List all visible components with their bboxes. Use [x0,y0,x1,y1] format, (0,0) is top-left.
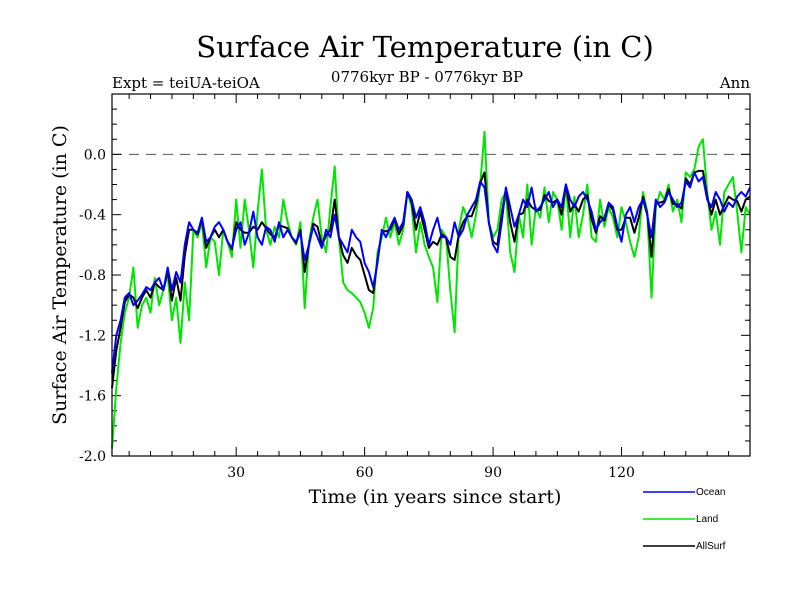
y-tick-label: -2.0 [79,449,106,465]
experiment-label: Expt = teiUA-teiOA [112,74,260,92]
legend: Ocean Land AllSurf [643,487,726,552]
season-label: Ann [719,74,750,92]
y-tick-label: -1.2 [79,328,106,344]
legend-label-ocean: Ocean [696,487,725,498]
y-axis-label: Surface Air Temperature (in C) [49,125,71,425]
x-tick-label: 90 [484,465,502,481]
y-tick-label: -1.6 [79,389,106,405]
y-tick-label: -0.8 [79,268,106,284]
y-tick-label: 0.0 [84,147,106,163]
x-tick-label: 30 [227,465,245,481]
legend-label-allsurf: AllSurf [696,541,726,552]
series-line-allsurf [111,169,751,389]
legend-label-land: Land [696,514,718,525]
x-axis-label: Time (in years since start) [309,486,562,508]
x-tick-label: 60 [356,465,374,481]
axis-ticks [112,93,750,457]
x-tick-label: 120 [608,465,635,481]
series-line-land [111,130,751,449]
y-tick-label: -0.4 [79,208,106,224]
tick-labels: -2.0 -1.6 -1.2 -0.8 -0.4 0.0 30 60 90 120 [79,147,635,481]
chart-title: Surface Air Temperature (in C) [196,30,654,64]
series-line-ocean [111,171,751,374]
time-range-label: 0776kyr BP - 0776kyr BP [331,68,523,86]
plot-frame [111,93,751,457]
